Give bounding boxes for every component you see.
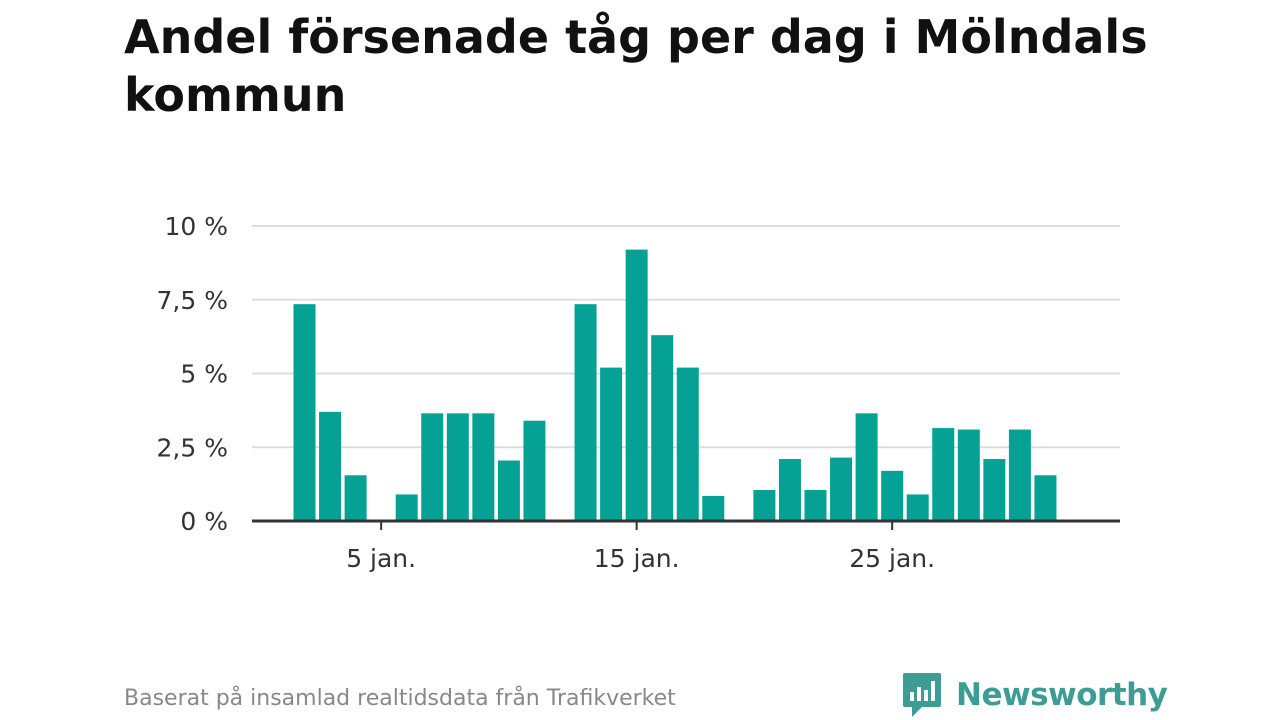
- x-tick-label: 15 jan.: [594, 544, 680, 573]
- y-tick-label: 10 %: [164, 212, 228, 241]
- bar-chart: 0 % 2,5 % 5 % 7,5 % 10 % 5 jan. 15 jan. 25 jan…: [157, 212, 1120, 573]
- bar: [702, 495, 725, 521]
- x-tick-label: 25 jan.: [849, 544, 935, 573]
- bar: [932, 428, 955, 521]
- bar: [804, 490, 827, 521]
- bar: [293, 304, 316, 521]
- bar: [421, 413, 444, 521]
- y-tick-label: 2,5 %: [157, 433, 228, 462]
- x-tick-label: 5 jan.: [346, 544, 416, 573]
- bar: [983, 459, 1006, 521]
- bar: [625, 249, 648, 521]
- bar: [957, 429, 980, 521]
- bar: [906, 494, 929, 521]
- bar: [446, 413, 469, 521]
- x-axis: 5 jan. 15 jan. 25 jan.: [252, 519, 1120, 573]
- chat-bubble-bar-chart-icon: [903, 673, 941, 717]
- source-footnote: Baserat på insamlad realtidsdata från Tr…: [124, 686, 676, 711]
- bar: [395, 494, 418, 521]
- bars: [293, 249, 1057, 521]
- y-tick-label: 7,5 %: [157, 286, 228, 315]
- y-axis-ticks: 0 % 2,5 % 5 % 7,5 % 10 %: [157, 212, 228, 536]
- bar: [1034, 475, 1057, 521]
- y-tick-label: 5 %: [180, 360, 228, 389]
- bar: [855, 413, 878, 521]
- bar: [753, 490, 776, 521]
- bar: [881, 470, 904, 521]
- bar: [497, 460, 520, 521]
- bar: [830, 457, 853, 521]
- newsworthy-brand[interactable]: Newsworthy: [902, 670, 1168, 720]
- bar: [778, 459, 801, 521]
- bar: [523, 420, 546, 521]
- y-tick-label: 0 %: [180, 507, 228, 536]
- brand-name: Newsworthy: [956, 677, 1168, 713]
- bar: [676, 367, 699, 521]
- chart-title: Andel försenade tåg per dag i Mölndals k…: [124, 10, 1148, 122]
- bar: [319, 411, 342, 521]
- bar: [651, 335, 674, 521]
- bar: [600, 367, 623, 521]
- bar: [344, 475, 367, 521]
- bar: [1008, 429, 1031, 521]
- bar: [472, 413, 495, 521]
- bar: [574, 304, 597, 521]
